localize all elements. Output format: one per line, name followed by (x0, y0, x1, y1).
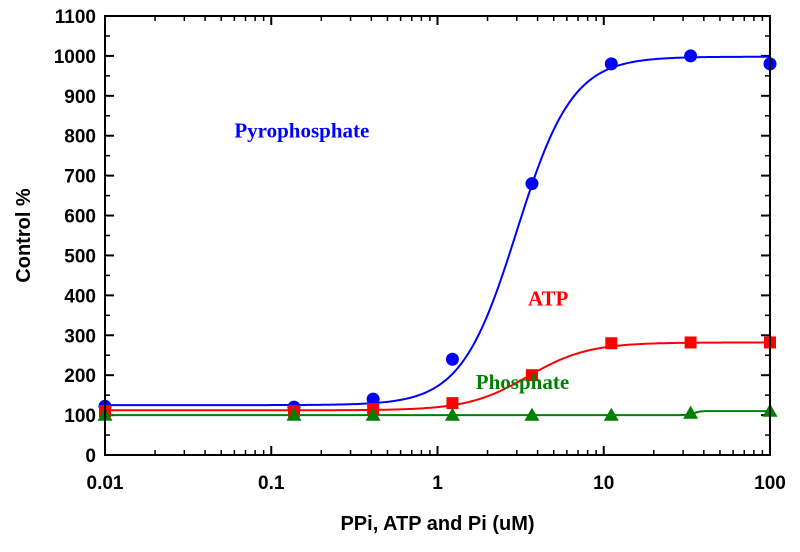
y-axis-title: Control % (13, 188, 35, 283)
phosphate-point (524, 407, 540, 421)
tick-labels: 0100200300400500600700800900100011000.01… (54, 7, 786, 494)
y-tick-label: 200 (64, 366, 96, 387)
atp-point (684, 336, 697, 349)
annotation-pyrophosphate: Pyrophosphate (234, 119, 369, 143)
x-tick-label: 10 (593, 473, 614, 494)
annotation-phosphate: Phosphate (476, 370, 569, 394)
annotations: Pyrophosphate ATP Phosphate (234, 119, 569, 394)
pyrophosphate-point (366, 392, 380, 406)
x-tick-label: 100 (754, 473, 786, 494)
x-tick-label: 0.01 (87, 473, 124, 494)
y-tick-label: 600 (64, 207, 96, 228)
fit-curves (105, 55, 770, 417)
y-tick-label: 0 (85, 446, 96, 467)
y-tick-label: 400 (64, 286, 96, 307)
pyrophosphate-point (684, 49, 698, 63)
atp-point (605, 337, 618, 350)
x-tick-label: 0.1 (258, 473, 285, 494)
fit-curve-atp (105, 341, 770, 412)
phosphate-point (683, 405, 699, 419)
data-points (97, 49, 778, 421)
x-axis-title: PPi, ATP and Pi (uM) (340, 513, 534, 535)
plot-frame-rect (104, 15, 771, 456)
plot-frame (104, 15, 771, 456)
phosphate-point (603, 407, 619, 421)
y-tick-label: 300 (64, 326, 96, 347)
y-tick-label: 500 (64, 246, 96, 267)
y-tick-label: 800 (64, 127, 96, 148)
atp-point (446, 397, 459, 410)
y-tick-label: 1000 (54, 47, 96, 68)
fit-curve-pyrophosphate (105, 55, 770, 407)
x-tick-label: 1 (432, 473, 443, 494)
pyrophosphate-point (604, 57, 618, 71)
y-tick-label: 700 (64, 167, 96, 188)
phosphate-point (286, 407, 302, 421)
axes-ticks (104, 15, 771, 456)
pyrophosphate-point (445, 352, 459, 366)
y-tick-label: 100 (64, 406, 96, 427)
annotation-atp: ATP (528, 286, 569, 310)
phosphate-point (365, 407, 381, 421)
phosphate-point (444, 407, 460, 421)
y-tick-label: 900 (64, 87, 96, 108)
fit-curve-phosphate (105, 410, 770, 417)
y-tick-label: 1100 (55, 7, 96, 28)
pyrophosphate-point (525, 177, 539, 191)
atp-point (525, 369, 538, 382)
